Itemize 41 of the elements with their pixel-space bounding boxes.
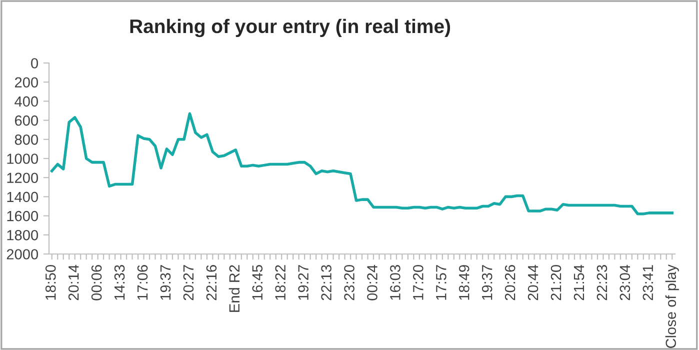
x-tick-label: 20:26 xyxy=(504,265,516,300)
x-tick-label: 17:20 xyxy=(413,264,424,300)
x-tick-label: 20:44 xyxy=(528,264,538,300)
x-tick-label: 19:37 xyxy=(482,265,492,300)
y-tick-label: 1200 xyxy=(7,172,38,184)
x-tick-label: 22:23 xyxy=(596,265,608,300)
y-tick-label: 1600 xyxy=(7,210,38,222)
x-tick-label: 14:33 xyxy=(114,265,125,300)
x-tick-label: 19:27 xyxy=(298,265,308,300)
x-tick-label: 00:06 xyxy=(91,265,102,300)
y-tick-label: 1400 xyxy=(7,192,38,202)
x-tick-label: 18:50 xyxy=(45,264,56,300)
y-tick-label: 0 xyxy=(31,58,38,68)
y-tick-label: 1000 xyxy=(7,154,38,164)
x-tick-label: 22:13 xyxy=(321,265,332,300)
y-tick-label: 1800 xyxy=(7,230,38,240)
x-tick-label: 21:54 xyxy=(574,264,584,300)
x-tick-label: 23:04 xyxy=(620,264,630,300)
x-tick-label: 21:20 xyxy=(550,264,562,300)
y-tick-label: 800 xyxy=(14,134,38,145)
y-tick-label: 200 xyxy=(14,77,38,88)
x-tick-label: 00:24 xyxy=(367,264,378,300)
x-tick-label: 19:37 xyxy=(160,265,171,300)
x-tick-label: End R2 xyxy=(228,265,240,312)
y-tick-label: 2000 xyxy=(6,249,38,260)
x-tick-label: Close of play xyxy=(665,264,679,348)
y-tick-label: 400 xyxy=(14,96,38,107)
x-tick-label: 20:14 xyxy=(68,264,79,300)
x-tick-label: 18:22 xyxy=(275,265,286,300)
line-series xyxy=(50,112,674,216)
x-tick-label: 23:41 xyxy=(642,265,654,300)
chart-title: Ranking of your entry (in real time) xyxy=(130,18,450,38)
x-tick-label: 20:27 xyxy=(183,265,194,300)
x-tick-label: 16:45 xyxy=(252,265,263,300)
x-tick-label: 18:49 xyxy=(458,265,470,300)
x-tick-label: 22:16 xyxy=(206,265,217,300)
x-tick-label: 16:03 xyxy=(390,265,400,300)
x-tick-label: 17:06 xyxy=(137,265,148,300)
y-tick-label: 600 xyxy=(14,115,38,126)
x-tick-label: 17:57 xyxy=(436,265,446,300)
x-tick-label: 23:20 xyxy=(344,264,354,300)
